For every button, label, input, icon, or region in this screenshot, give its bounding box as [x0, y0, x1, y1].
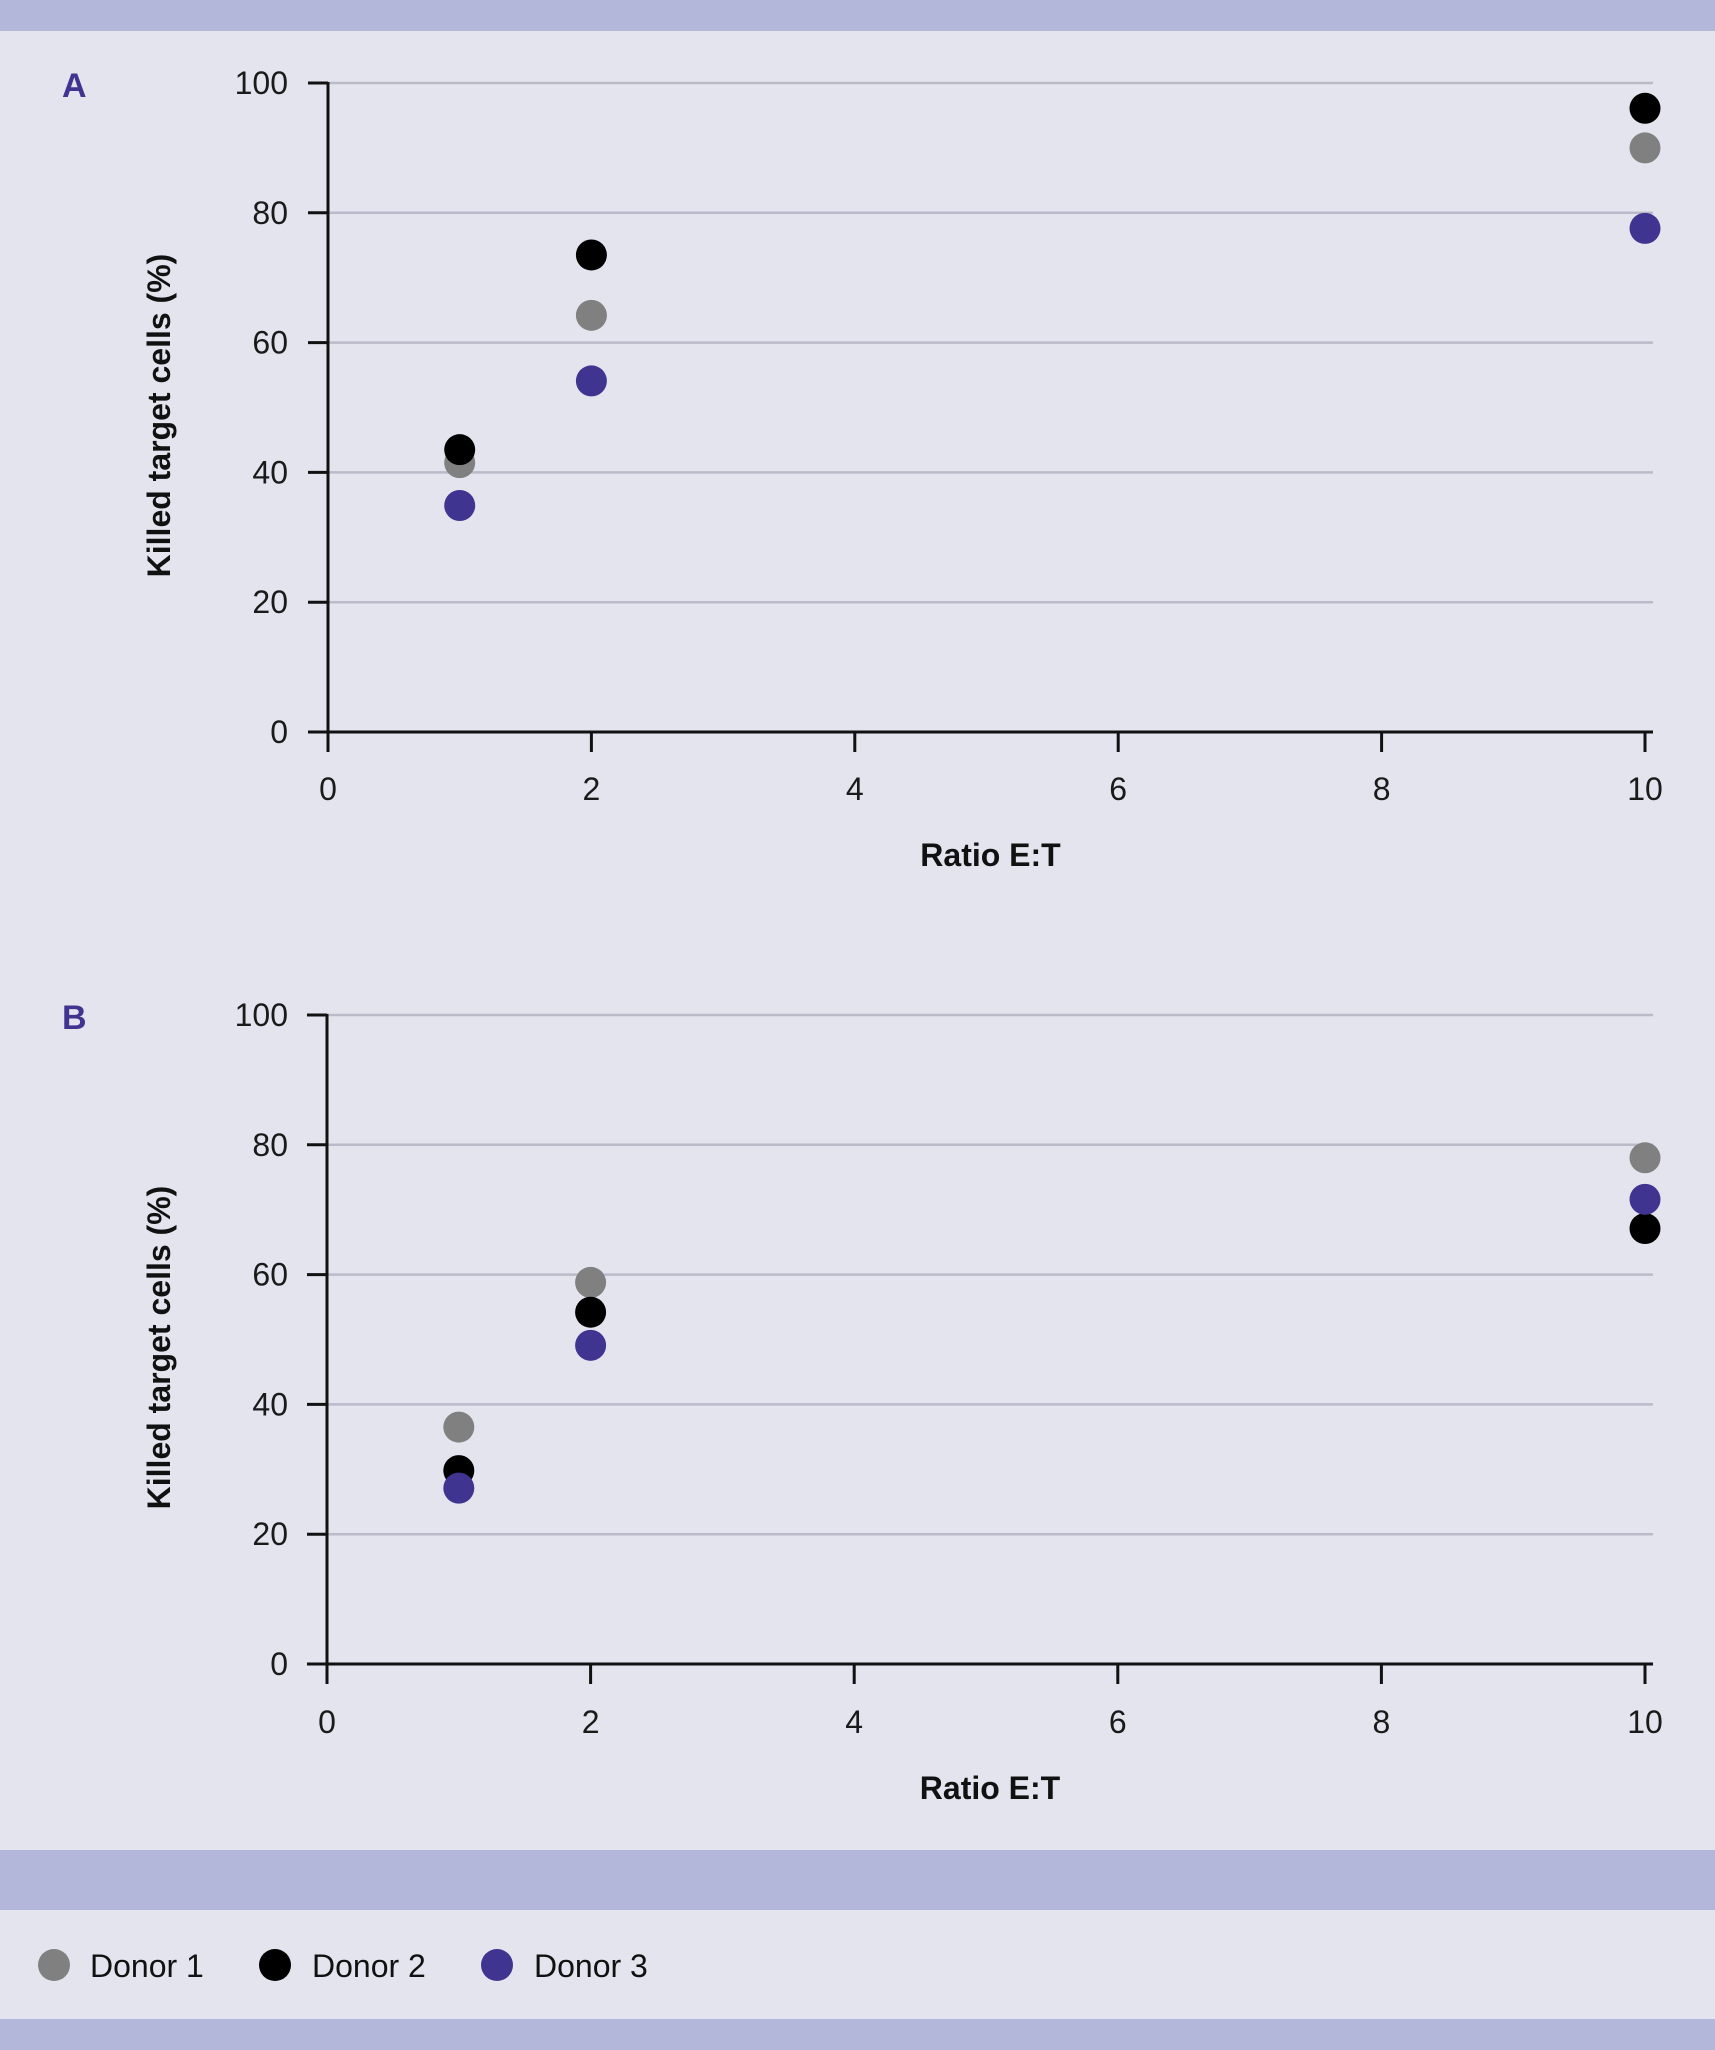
y-tick-label: 80 — [252, 195, 288, 231]
data-point — [444, 489, 476, 521]
chart-panel-a: A 0 20 40 60 80 100 0 2 4 6 8 10 Ratio E:T Killed targ… — [62, 65, 1663, 873]
data-point — [444, 434, 476, 466]
x-tick-label: 8 — [1373, 1704, 1391, 1740]
data-point — [575, 1266, 607, 1298]
data-point — [1629, 132, 1661, 164]
x-axis-title: Ratio E:T — [920, 837, 1061, 873]
data-point — [1629, 1142, 1661, 1174]
x-tick-label: 6 — [1109, 771, 1127, 807]
data-point — [575, 299, 607, 331]
legend-marker — [38, 1949, 70, 1981]
legend-label: Donor 2 — [312, 1948, 426, 1984]
legend: Donor 1 Donor 2 Donor 3 — [38, 1948, 648, 1984]
y-tick-label: 100 — [235, 65, 288, 101]
data-point — [1629, 1213, 1661, 1245]
data-point — [575, 365, 607, 397]
y-tick-label: 20 — [252, 1516, 288, 1552]
data-point — [443, 1411, 475, 1443]
data-point — [1629, 212, 1661, 244]
x-tick-label: 4 — [846, 771, 864, 807]
legend-label: Donor 1 — [90, 1948, 204, 1984]
y-axis-title: Killed target cells (%) — [141, 254, 177, 578]
series-donor-1 — [443, 1142, 1661, 1443]
legend-item-donor-3: Donor 3 — [481, 1948, 648, 1984]
y-tick-label: 100 — [235, 997, 288, 1033]
legend-item-donor-1: Donor 1 — [38, 1948, 204, 1984]
y-tick-label: 80 — [252, 1127, 288, 1163]
legend-marker — [259, 1949, 291, 1981]
x-axis-title: Ratio E:T — [920, 1770, 1061, 1806]
legend-label: Donor 3 — [534, 1948, 648, 1984]
x-tick-label: 10 — [1627, 1704, 1663, 1740]
y-tick-label: 60 — [252, 1257, 288, 1293]
x-tick-label: 8 — [1373, 771, 1391, 807]
series-donor-2 — [444, 92, 1661, 466]
data-point — [575, 1296, 607, 1328]
x-tick-label: 2 — [582, 1704, 600, 1740]
x-tick-label: 6 — [1109, 1704, 1127, 1740]
bottom-band — [0, 2019, 1715, 2050]
y-axis-title: Killed target cells (%) — [141, 1186, 177, 1510]
legend-top-band — [0, 1850, 1715, 1910]
top-band — [0, 0, 1715, 31]
x-tick-label: 2 — [583, 771, 601, 807]
x-tick-label: 0 — [318, 1704, 336, 1740]
y-tick-label: 0 — [270, 1646, 288, 1682]
legend-marker — [481, 1949, 513, 1981]
y-tick-label: 60 — [252, 325, 288, 361]
legend-item-donor-2: Donor 2 — [259, 1948, 426, 1984]
data-point — [1629, 1183, 1661, 1215]
series-donor-3 — [443, 1183, 1661, 1504]
chart-panel-b: B 0 20 40 60 80 100 0 2 4 6 8 10 Ratio E:T Killed targ… — [62, 997, 1663, 1806]
y-tick-label: 20 — [252, 584, 288, 620]
data-point — [575, 239, 607, 271]
data-point — [1629, 92, 1661, 124]
data-point — [575, 1329, 607, 1361]
panel-label: A — [62, 67, 87, 105]
y-tick-label: 40 — [252, 1386, 288, 1422]
x-tick-label: 4 — [845, 1704, 863, 1740]
series-donor-3 — [444, 212, 1661, 521]
y-tick-label: 40 — [252, 454, 288, 490]
panel-label: B — [62, 999, 87, 1037]
data-point — [443, 1472, 475, 1504]
x-tick-label: 10 — [1627, 771, 1663, 807]
x-tick-label: 0 — [319, 771, 337, 807]
y-tick-label: 0 — [270, 714, 288, 750]
